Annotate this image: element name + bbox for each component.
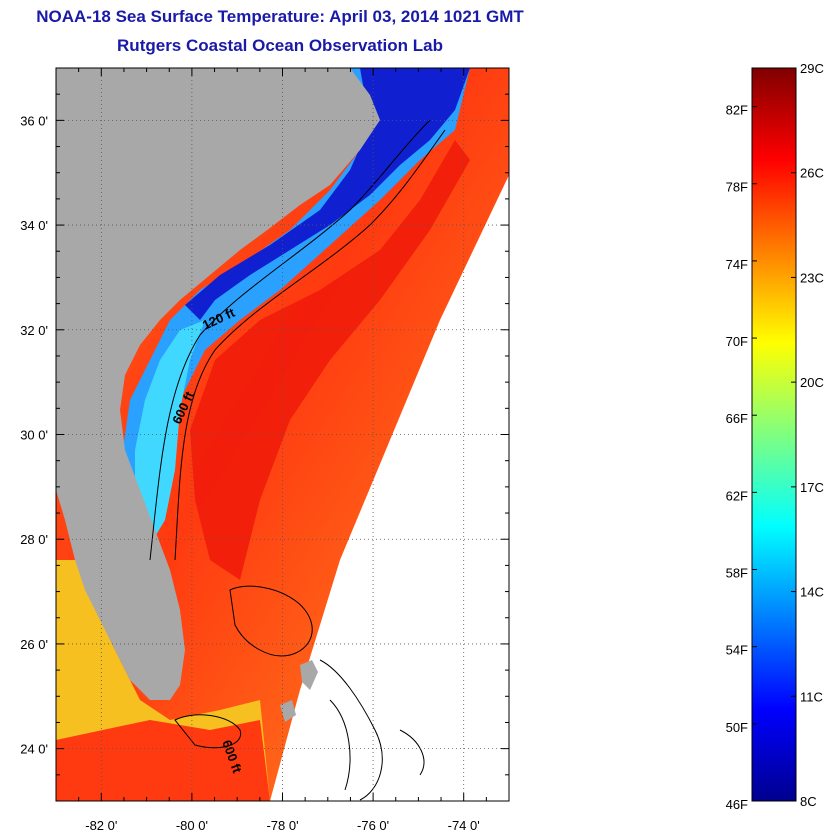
colorbar-f-label: 50F xyxy=(726,720,748,735)
land-bahamas xyxy=(280,660,318,722)
colorbar-fahrenheit-labels: 82F 78F 74F 70F 66F 62F 58F 54F 50F 46F xyxy=(726,103,748,812)
colorbar-c-label: 14C xyxy=(800,585,824,600)
colorbar-ticks xyxy=(752,67,796,802)
lon-label: -76 0' xyxy=(357,818,389,832)
map-title: NOAA-18 Sea Surface Temperature: April 0… xyxy=(36,7,524,26)
contour-600ft xyxy=(174,129,446,561)
shelf-water-cyan xyxy=(135,320,205,545)
colorbar-c-label: 8C xyxy=(800,794,817,809)
lon-label: -74 0' xyxy=(448,818,480,832)
lon-label: -80 0' xyxy=(176,818,208,832)
contour-bahamas xyxy=(174,585,313,749)
nearshore-water-dark xyxy=(185,68,470,320)
map-subtitle: Rutgers Coastal Ocean Observation Lab xyxy=(117,36,443,55)
bahamas-outline xyxy=(319,659,425,801)
colorbar-c-label: 26C xyxy=(800,166,824,181)
lat-label: 26 0' xyxy=(20,637,48,652)
lat-label: 24 0' xyxy=(20,742,48,757)
gulf-stream xyxy=(190,140,470,580)
lat-label: 36 0' xyxy=(20,113,48,128)
colorbar-f-label: 78F xyxy=(726,180,748,195)
longitude-labels: -82 0' -80 0' -78 0' -76 0' -74 0' xyxy=(85,818,480,832)
colorbar-f-label: 74F xyxy=(726,257,748,272)
shelf-water-cool xyxy=(120,68,470,560)
map-ticks xyxy=(56,68,510,801)
colorbar-f-label: 82F xyxy=(726,103,748,118)
lon-label: -78 0' xyxy=(266,818,298,832)
colorbar-f-label: 66F xyxy=(726,411,748,426)
colorbar-c-label: 11C xyxy=(800,689,823,704)
lon-label: -82 0' xyxy=(85,818,117,832)
lat-label: 34 0' xyxy=(20,218,48,233)
colorbar-f-label: 58F xyxy=(726,566,748,581)
colorbar-f-label: 46F xyxy=(726,797,748,812)
map-area: 120 ft 600 ft 600 ft xyxy=(56,68,509,801)
latitude-labels: 36 0' 34 0' 32 0' 30 0' 28 0' 26 0' 24 0' xyxy=(20,113,48,756)
lat-label: 30 0' xyxy=(20,428,48,443)
colorbar-c-label: 29C xyxy=(800,61,824,76)
land-us-coast xyxy=(56,68,380,700)
colorbar-c-label: 23C xyxy=(800,270,824,285)
lat-label: 32 0' xyxy=(20,323,48,338)
contour-120ft xyxy=(149,119,431,561)
colorbar-f-label: 54F xyxy=(726,643,748,658)
colorbar-f-label: 62F xyxy=(726,488,748,503)
colorbar-celsius-labels: 29C 26C 23C 20C 17C 14C 11C 8C xyxy=(800,61,824,809)
colorbar-f-label: 70F xyxy=(726,334,748,349)
colorbar xyxy=(751,67,797,802)
colorbar-c-label: 20C xyxy=(800,375,824,390)
lat-label: 28 0' xyxy=(20,532,48,547)
colorbar-c-label: 17C xyxy=(800,480,824,495)
straits-water xyxy=(56,720,270,801)
